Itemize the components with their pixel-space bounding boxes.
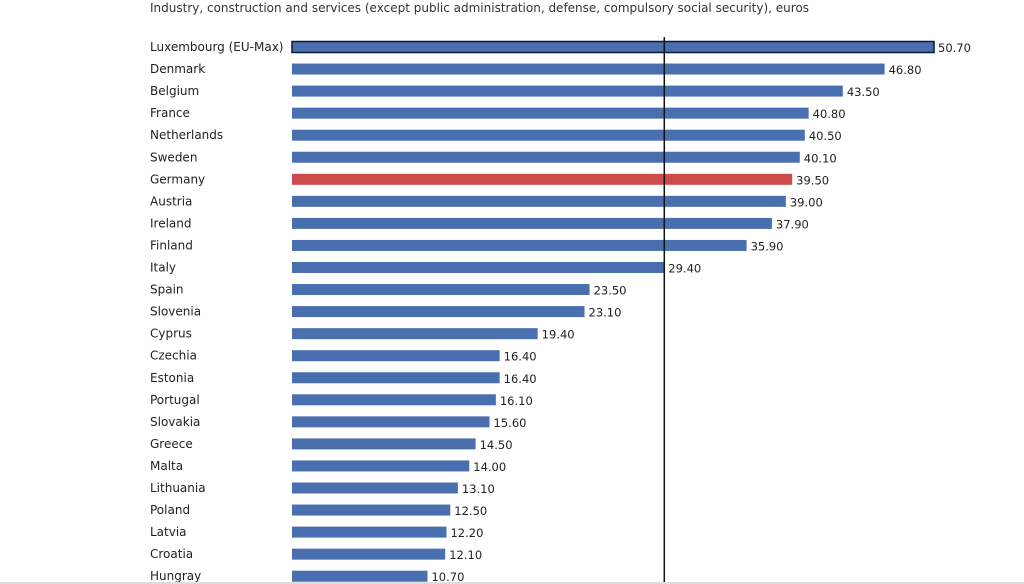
value-label: 14.00 bbox=[473, 460, 506, 474]
bar bbox=[292, 129, 805, 141]
value-label: 50.70 bbox=[938, 41, 971, 55]
category-label: Austria bbox=[150, 194, 192, 208]
bar bbox=[292, 570, 428, 582]
bar bbox=[292, 526, 447, 538]
value-label: 40.80 bbox=[813, 107, 846, 121]
bar bbox=[292, 438, 476, 450]
value-label: 39.50 bbox=[796, 173, 829, 187]
category-label: Croatia bbox=[150, 547, 193, 561]
category-label: Luxembourg (EU-Max) bbox=[150, 40, 283, 54]
category-label: Lithuania bbox=[150, 481, 206, 495]
category-label: Poland bbox=[150, 503, 190, 517]
bar bbox=[292, 306, 585, 318]
value-label: 43.50 bbox=[847, 85, 880, 99]
value-label: 16.40 bbox=[504, 350, 537, 364]
value-label: 10.70 bbox=[431, 570, 464, 584]
category-label: Italy bbox=[150, 261, 176, 275]
category-label: Portugal bbox=[150, 393, 200, 407]
bar bbox=[292, 372, 500, 384]
category-label: France bbox=[150, 106, 190, 120]
category-label: Cyprus bbox=[150, 327, 192, 341]
value-label: 15.60 bbox=[494, 416, 527, 430]
value-label: 13.10 bbox=[462, 482, 495, 496]
bar bbox=[292, 328, 538, 340]
value-label: 37.90 bbox=[776, 217, 809, 231]
category-label: Germany bbox=[150, 172, 205, 186]
category-label: Latvia bbox=[150, 525, 187, 539]
bar bbox=[292, 151, 800, 163]
bar bbox=[292, 195, 786, 207]
bar-highlight bbox=[292, 173, 793, 185]
value-label: 16.10 bbox=[500, 394, 533, 408]
value-label: 39.00 bbox=[790, 195, 823, 209]
value-label: 29.40 bbox=[668, 262, 701, 276]
category-label: Slovakia bbox=[150, 415, 200, 429]
value-label: 40.10 bbox=[804, 151, 837, 165]
chart-subtitle: Industry, construction and services (exc… bbox=[150, 1, 810, 15]
bar bbox=[292, 63, 885, 75]
category-label: Netherlands bbox=[150, 128, 223, 142]
value-label: 12.50 bbox=[454, 504, 487, 518]
bar bbox=[292, 107, 809, 119]
category-label: Slovenia bbox=[150, 305, 201, 319]
bar bbox=[292, 85, 843, 97]
value-label: 19.40 bbox=[542, 328, 575, 342]
bar bbox=[292, 504, 451, 516]
bar bbox=[292, 217, 772, 229]
category-label: Estonia bbox=[150, 371, 194, 385]
bottom-divider bbox=[0, 582, 1024, 584]
bar bbox=[292, 284, 590, 296]
value-label: 16.40 bbox=[504, 372, 537, 386]
value-label: 35.90 bbox=[751, 239, 784, 253]
bar bbox=[291, 40, 935, 54]
category-label: Ireland bbox=[150, 216, 192, 230]
bar bbox=[292, 416, 490, 428]
value-label: 14.50 bbox=[480, 438, 513, 452]
category-label: Hungray bbox=[150, 569, 201, 583]
category-label: Finland bbox=[150, 238, 193, 252]
category-label: Malta bbox=[150, 459, 183, 473]
value-label: 40.50 bbox=[809, 129, 842, 143]
bar bbox=[292, 482, 458, 494]
value-label: 12.20 bbox=[450, 526, 483, 540]
bar bbox=[292, 394, 496, 406]
category-label: Greece bbox=[150, 437, 193, 451]
category-label: Spain bbox=[150, 283, 184, 297]
bar bbox=[292, 350, 500, 362]
category-label: Denmark bbox=[150, 62, 205, 76]
value-label: 23.10 bbox=[589, 306, 622, 320]
bar bbox=[292, 262, 665, 273]
bar bbox=[292, 239, 747, 251]
value-label: 23.50 bbox=[594, 284, 627, 298]
category-label: Czechia bbox=[150, 349, 197, 363]
bar bbox=[292, 460, 470, 472]
category-label: Sweden bbox=[150, 150, 197, 164]
value-label: 46.80 bbox=[889, 63, 922, 77]
bar bbox=[292, 548, 446, 560]
category-label: Belgium bbox=[150, 84, 199, 98]
value-label: 12.10 bbox=[449, 548, 482, 562]
